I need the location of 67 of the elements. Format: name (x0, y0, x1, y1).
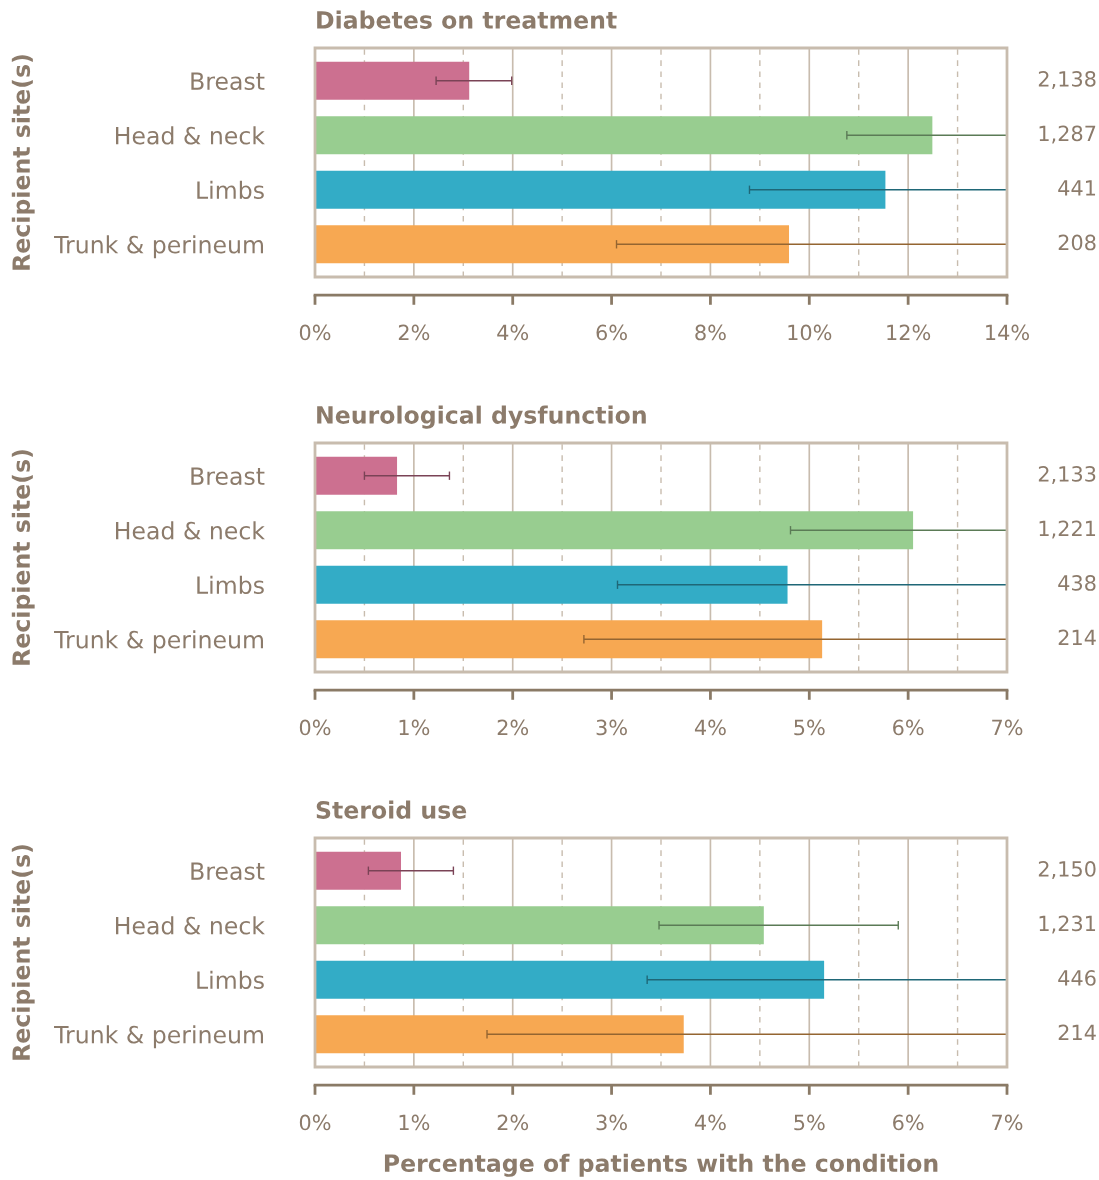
bar (315, 906, 764, 945)
chart-title: Diabetes on treatment (317, 10, 617, 29)
x-tick-label: 5% (794, 719, 825, 736)
x-tick-label: 3% (596, 1114, 627, 1131)
text: 214 (1058, 1024, 1096, 1041)
x-axis-title: Percentage of patients with the condition (384, 1153, 938, 1177)
bar (315, 565, 788, 604)
y-tick-label: Limbs (197, 180, 264, 200)
x-tick-label: 5% (794, 1114, 825, 1131)
x-tick-label: 3% (596, 719, 627, 736)
y-tick-label: Head & neck (116, 916, 265, 935)
text: 2,150 (1038, 861, 1096, 879)
x-tick-label: 7% (992, 1114, 1023, 1131)
x-tick-label: 14% (986, 324, 1029, 341)
text: 446 (1058, 970, 1096, 986)
y-axis-title: Recipient site(s) (11, 845, 35, 1060)
bar (315, 960, 825, 999)
x-tick-label: 6% (893, 1114, 924, 1131)
x-tick-label: 0% (299, 1114, 331, 1131)
x-tick-label: 7% (992, 719, 1023, 736)
y-tick-label: Trunk & perineum (54, 630, 263, 654)
x-tick-label: 1% (399, 1114, 430, 1131)
text: 208 (1058, 234, 1096, 251)
x-tick-label: 4% (694, 1114, 726, 1131)
bar (315, 170, 886, 209)
x-tick-label: 10% (788, 324, 832, 341)
text: 441 (1058, 180, 1096, 196)
x-tick-label: 6% (893, 719, 924, 736)
bar (315, 456, 398, 495)
text: 1,221 (1039, 520, 1096, 539)
y-axis-title: Recipient site(s) (11, 55, 35, 270)
x-tick-label: 6% (596, 324, 627, 341)
x-tick-label: 1% (399, 719, 430, 736)
x-tick-label: 4% (497, 324, 529, 341)
y-tick-label: Trunk & perineum (54, 1025, 263, 1049)
bar (315, 225, 790, 264)
x-tick-label: 2% (497, 719, 529, 736)
y-axis-title: Recipient site(s) (11, 450, 35, 665)
text: 2,133 (1038, 466, 1096, 484)
y-tick-label: Breast (191, 467, 265, 486)
x-tick-label: 4% (694, 719, 726, 736)
y-tick-label: Head & neck (116, 521, 265, 540)
x-tick-label: 2% (398, 324, 430, 341)
bar (315, 511, 914, 550)
y-tick-label: Limbs (197, 575, 264, 595)
text: 214 (1058, 629, 1096, 646)
text: 1,231 (1039, 915, 1096, 934)
x-tick-label: 0% (299, 719, 331, 736)
bar (315, 851, 402, 890)
bar (315, 61, 470, 100)
text: 2,138 (1038, 71, 1096, 89)
text: 438 (1058, 575, 1096, 591)
bar (315, 1015, 684, 1054)
x-tick-label: 2% (497, 1114, 529, 1131)
x-tick-label: 0% (299, 324, 331, 341)
bar (315, 116, 933, 155)
chart-title: Neurological dysfunction (317, 405, 646, 429)
x-tick-label: 12% (887, 324, 931, 341)
y-tick-label: Head & neck (116, 126, 265, 145)
y-tick-label: Limbs (197, 970, 264, 990)
chart-title: Steroid use (316, 800, 467, 819)
x-tick-label: 8% (695, 324, 726, 341)
y-tick-label: Trunk & perineum (54, 235, 263, 259)
text: 1,287 (1039, 125, 1096, 144)
y-tick-label: Breast (191, 862, 265, 881)
bar (315, 620, 823, 659)
y-tick-label: Breast (191, 72, 265, 91)
